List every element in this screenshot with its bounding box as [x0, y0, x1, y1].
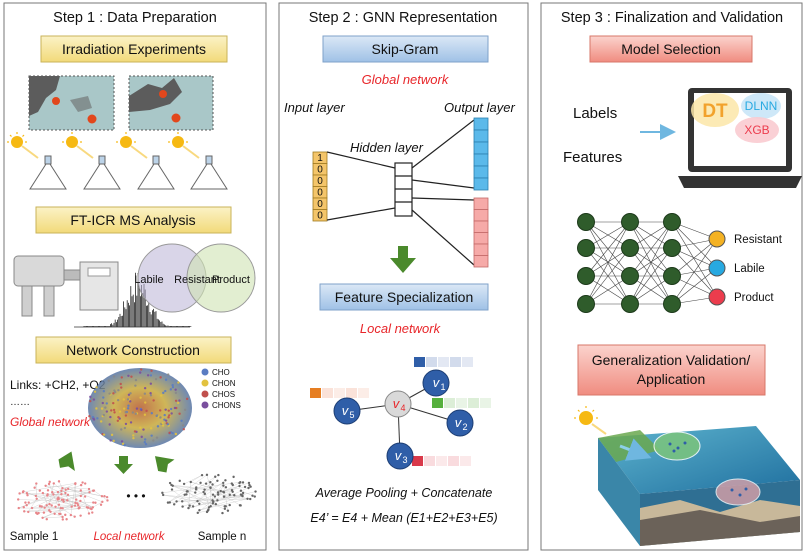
global-network-label-2: Global network	[362, 72, 450, 87]
legend-chos: CHOS	[212, 390, 235, 399]
step1-title: Step 1 : Data Preparation	[53, 10, 217, 26]
panel-step1	[3, 2, 267, 551]
network-construction-box	[35, 336, 232, 364]
step2-title: Step 2 : GNN Representation	[309, 10, 498, 26]
step3-title: Step 3 : Finalization and Validation	[561, 10, 783, 26]
sun-icon	[7, 132, 39, 159]
sun-icon	[62, 132, 94, 159]
output-vector-red	[473, 197, 489, 268]
class-legend	[708, 230, 726, 306]
node-v3: v 3	[386, 442, 414, 470]
ocean-block-illustration	[574, 406, 800, 546]
hidden-layer-label: Hidden layer	[350, 140, 424, 155]
irradiation-box	[40, 35, 228, 63]
svg-text:v: v	[433, 375, 441, 390]
sample-1-label: Sample 1	[10, 531, 59, 543]
links-ellipsis: ……	[10, 397, 30, 408]
ms-instrument-icon	[13, 255, 119, 317]
ftms-box	[35, 206, 232, 234]
generalization-box	[577, 344, 766, 396]
down-arrows-step1	[58, 451, 175, 474]
ellipsis-dots: • • •	[126, 489, 145, 503]
svg-text:5: 5	[349, 410, 354, 420]
panel-step2	[278, 2, 529, 551]
network-construction-label: Network Construction	[66, 342, 200, 358]
map-image-1	[28, 75, 115, 131]
venn-label-product: Product	[212, 274, 250, 286]
skipgram-box	[322, 35, 489, 63]
class-product: Product	[734, 292, 774, 304]
venn-label-labile: Labile	[134, 274, 163, 286]
sun-icon	[574, 406, 607, 435]
embedding-bars	[310, 357, 491, 466]
local-network-label-2: Local network	[360, 321, 442, 336]
svg-text:0: 0	[317, 188, 323, 199]
skipgram-network-shape	[326, 119, 475, 266]
local-network-label-1: Local network	[94, 531, 166, 543]
input-layer-label: Input layer	[284, 100, 345, 115]
local-network-sample-1	[17, 480, 109, 521]
legend-chons: CHONS	[212, 401, 241, 410]
venn-diagram	[137, 243, 256, 313]
svg-text:0: 0	[317, 211, 323, 222]
feature-specialization-label: Feature Specialization	[335, 289, 474, 305]
svg-text:v: v	[393, 396, 401, 411]
legend-chon: CHON	[212, 379, 236, 388]
svg-text:v: v	[342, 403, 350, 418]
node-v2: v 2	[446, 409, 474, 437]
pooling-label: Average Pooling + Concatenate	[315, 486, 493, 500]
svg-text:3: 3	[402, 455, 407, 465]
svg-text:2: 2	[462, 422, 467, 432]
global-network-label-1: Global network	[10, 415, 91, 429]
model-dt: DT	[702, 101, 728, 122]
sample-n-label: Sample n	[198, 531, 247, 543]
generalization-line-1: Generalization Validation/	[592, 352, 751, 368]
class-resistant: Resistant	[734, 234, 783, 246]
neural-network-diagram	[577, 213, 718, 313]
svg-text:0: 0	[317, 199, 323, 210]
ftms-label: FT-ICR MS Analysis	[70, 212, 195, 228]
svg-text:v: v	[395, 448, 403, 463]
output-vector-blue	[473, 117, 489, 191]
svg-text:1: 1	[440, 382, 445, 392]
legend-cho: CHO	[212, 368, 230, 377]
model-selection-box	[589, 35, 753, 63]
class-labile: Labile	[734, 263, 765, 275]
labels-label: Labels	[573, 105, 617, 122]
model-xgb: XGB	[744, 123, 769, 137]
model-selection-label: Model Selection	[621, 41, 721, 57]
output-layer-label: Output layer	[444, 100, 515, 115]
node-v1: v 1	[422, 369, 450, 397]
svg-text:v: v	[455, 415, 463, 430]
svg-text:0: 0	[317, 165, 323, 176]
global-network-graph	[88, 368, 192, 448]
irradiation-label: Irradiation Experiments	[62, 41, 206, 57]
map-image-2	[128, 75, 214, 131]
generalization-line-2: Application	[637, 371, 706, 387]
panel-step3	[540, 2, 803, 551]
features-label: Features	[563, 149, 622, 166]
sun-icon	[116, 132, 148, 159]
links-label: Links: +CH2, +O2	[10, 378, 106, 392]
element-legend	[201, 368, 209, 409]
svg-text:4: 4	[400, 403, 405, 413]
model-dlnn: DLNN	[745, 99, 778, 113]
sun-icon	[168, 132, 200, 159]
down-arrow-step2	[390, 246, 416, 273]
local-network-sample-n	[161, 473, 257, 515]
sun-flask-row	[7, 132, 228, 190]
venn-label-resistant: Resistant	[174, 274, 220, 286]
flask-icons	[29, 155, 228, 190]
feature-specialization-box	[319, 283, 489, 311]
equation-label: E4’ = E4 + Mean (E1+E2+E3+E5)	[310, 511, 497, 525]
node-v5: v 5	[333, 397, 361, 425]
svg-text:0: 0	[317, 176, 323, 187]
skipgram-label: Skip-Gram	[372, 41, 439, 57]
node-v4: v 4	[384, 390, 412, 418]
laptop-icon	[678, 88, 802, 188]
svg-text:1: 1	[317, 153, 323, 164]
